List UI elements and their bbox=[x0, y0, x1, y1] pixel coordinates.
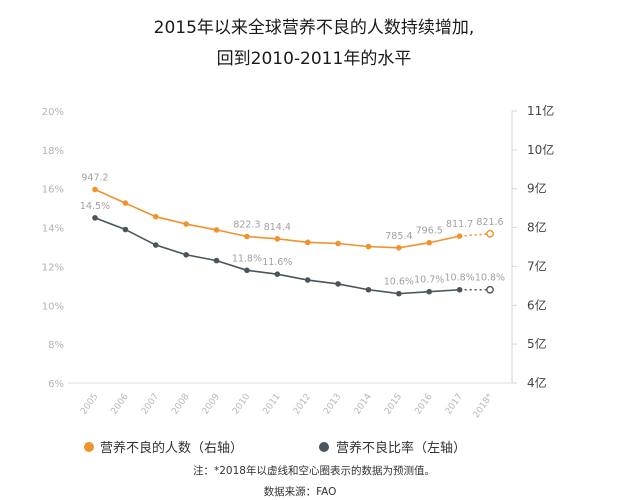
data-point bbox=[456, 233, 463, 239]
legend-label-number: 营养不良的人数（右轴） bbox=[100, 440, 243, 456]
data-point bbox=[92, 215, 98, 221]
data-point bbox=[396, 244, 402, 251]
data-label: 10.7% bbox=[414, 275, 444, 286]
legend-marker-rate bbox=[319, 442, 329, 452]
x-tick-label: 2016 bbox=[413, 392, 434, 417]
left-tick-label: 20% bbox=[42, 107, 64, 118]
right-tick-label: 7亿 bbox=[527, 258, 547, 273]
data-label: 14.5% bbox=[80, 201, 110, 212]
data-point bbox=[335, 281, 341, 287]
x-tick-label: 2013 bbox=[322, 392, 343, 416]
x-tick-label: 2006 bbox=[110, 392, 131, 417]
legend: 营养不良的人数（右轴） 营养不良比率（左轴） bbox=[84, 440, 466, 456]
data-point bbox=[335, 240, 341, 247]
data-point bbox=[274, 236, 281, 242]
data-point bbox=[152, 213, 159, 220]
data-label: 10.8% bbox=[475, 273, 505, 284]
data-label: 822.3 bbox=[233, 220, 260, 231]
data-point bbox=[426, 288, 433, 295]
legend-marker-number bbox=[84, 442, 94, 452]
x-tick-label: 2014 bbox=[353, 392, 374, 417]
chart-title-line-1: 2015年以来全球营养不良的人数持续增加, bbox=[154, 18, 475, 38]
x-tick-label: 2009 bbox=[201, 392, 222, 417]
data-point bbox=[213, 227, 220, 233]
right-tick-label: 5亿 bbox=[527, 336, 547, 351]
x-tick-label: 2017 bbox=[444, 392, 465, 416]
legend-label-rate: 营养不良比率（左轴） bbox=[336, 440, 466, 456]
x-tick-label: 2018* bbox=[472, 392, 496, 421]
data-point bbox=[396, 290, 402, 297]
x-tick-label: 2008 bbox=[170, 392, 191, 417]
data-label: 947.2 bbox=[81, 172, 108, 183]
x-tick-label: 2011 bbox=[261, 392, 282, 416]
data-point bbox=[244, 267, 250, 274]
x-tick-label: 2015 bbox=[383, 392, 404, 416]
data-label: 811.7 bbox=[446, 219, 473, 230]
left-tick-label: 10% bbox=[42, 301, 64, 312]
data-point-projected bbox=[486, 229, 494, 238]
data-point bbox=[304, 239, 311, 246]
data-point bbox=[183, 221, 189, 227]
data-label: 10.8% bbox=[445, 273, 475, 284]
data-point bbox=[213, 257, 220, 264]
data-label: 814.4 bbox=[264, 222, 291, 233]
data-point bbox=[244, 233, 250, 240]
data-point bbox=[426, 239, 433, 246]
data-point bbox=[274, 271, 281, 278]
chart-source: 数据来源：FAO bbox=[264, 485, 337, 498]
data-point-projected bbox=[486, 285, 494, 294]
x-axis: 2005 2006 2007 2008 2009 2010 2011 2012 2013 2014… bbox=[79, 392, 496, 421]
data-point bbox=[92, 186, 98, 193]
data-point bbox=[365, 286, 372, 293]
data-point bbox=[304, 277, 311, 283]
right-tick-label: 8亿 bbox=[527, 220, 547, 235]
data-point bbox=[122, 200, 129, 206]
left-tick-label: 8% bbox=[48, 340, 64, 351]
data-point bbox=[365, 243, 372, 250]
data-point bbox=[152, 242, 159, 248]
data-label: 821.6 bbox=[476, 217, 503, 228]
x-tick-label: 2007 bbox=[140, 392, 161, 416]
left-axis: 6% 8% 10% 12% 14% 16% 18% 20% bbox=[42, 107, 64, 390]
right-axis: 4亿 5亿 6亿 7亿 8亿 9亿 10亿 11亿 bbox=[512, 103, 554, 390]
data-label: 785.4 bbox=[385, 231, 412, 242]
left-tick-label: 12% bbox=[42, 262, 64, 273]
data-label: 11.8% bbox=[232, 253, 262, 264]
right-tick-label: 10亿 bbox=[527, 142, 554, 157]
chart-title-line-2: 回到2010-2011年的水平 bbox=[217, 49, 412, 69]
x-tick-label: 2012 bbox=[292, 392, 313, 416]
data-point bbox=[122, 226, 129, 233]
data-label: 11.6% bbox=[262, 257, 292, 268]
chart-note: 注：*2018年以虚线和空心圈表示的数据为预测值。 bbox=[193, 464, 435, 477]
right-tick-label: 4亿 bbox=[527, 375, 547, 390]
left-tick-label: 14% bbox=[42, 224, 64, 235]
data-point bbox=[456, 286, 463, 293]
x-tick-label: 2010 bbox=[231, 392, 252, 417]
left-tick-label: 16% bbox=[42, 185, 64, 196]
right-tick-label: 6亿 bbox=[527, 297, 547, 312]
data-label: 796.5 bbox=[416, 226, 443, 237]
right-tick-label: 9亿 bbox=[527, 181, 547, 196]
data-point bbox=[183, 251, 189, 258]
left-tick-label: 6% bbox=[48, 379, 64, 390]
left-tick-label: 18% bbox=[42, 146, 64, 157]
data-label: 10.6% bbox=[384, 277, 414, 288]
x-tick-label: 2005 bbox=[79, 392, 100, 416]
right-tick-label: 11亿 bbox=[527, 103, 554, 118]
series-line-projected bbox=[459, 232, 491, 237]
